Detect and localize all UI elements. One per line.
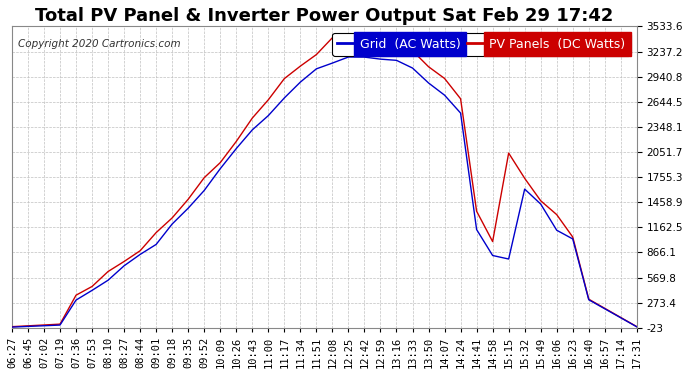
Title: Total PV Panel & Inverter Power Output Sat Feb 29 17:42: Total PV Panel & Inverter Power Output S…	[35, 7, 613, 25]
Legend: Grid  (AC Watts), PV Panels  (DC Watts): Grid (AC Watts), PV Panels (DC Watts)	[333, 33, 631, 56]
Text: Copyright 2020 Cartronics.com: Copyright 2020 Cartronics.com	[18, 39, 181, 48]
